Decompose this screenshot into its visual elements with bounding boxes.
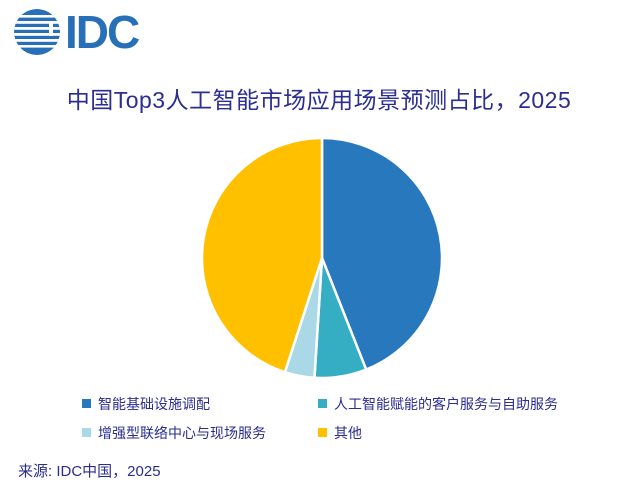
pie-chart-svg (200, 136, 444, 380)
legend-marker-icon (82, 399, 91, 408)
source-note: 来源: IDC中国，2025 (18, 463, 161, 480)
legend-item-contact-center: 增强型联络中心与现场服务 (82, 425, 318, 441)
legend-marker-icon (82, 428, 91, 437)
legend-label: 增强型联络中心与现场服务 (98, 425, 266, 441)
idc-logo-text: IDC (65, 6, 140, 58)
legend-label: 其他 (334, 425, 362, 441)
legend-marker-icon (318, 399, 327, 408)
legend-item-customer-service: 人工智能赋能的客户服务与自助服务 (318, 396, 582, 412)
pie-chart (197, 133, 447, 383)
legend-marker-icon (318, 428, 327, 437)
chart-title: 中国Top3人工智能市场应用场景预测占比，2025 (66, 87, 572, 113)
legend-label: 智能基础设施调配 (98, 396, 210, 412)
pie-slice (200, 136, 324, 374)
idc-globe-icon (14, 9, 60, 55)
pie-slice (320, 136, 444, 371)
idc-logo: IDC (13, 6, 140, 58)
chart-legend: 智能基础设施调配 人工智能赋能的客户服务与自助服务 增强型联络中心与现场服务 其… (82, 396, 582, 441)
legend-item-infrastructure: 智能基础设施调配 (82, 396, 318, 412)
legend-label: 人工智能赋能的客户服务与自助服务 (334, 396, 558, 412)
legend-item-other: 其他 (318, 425, 582, 441)
